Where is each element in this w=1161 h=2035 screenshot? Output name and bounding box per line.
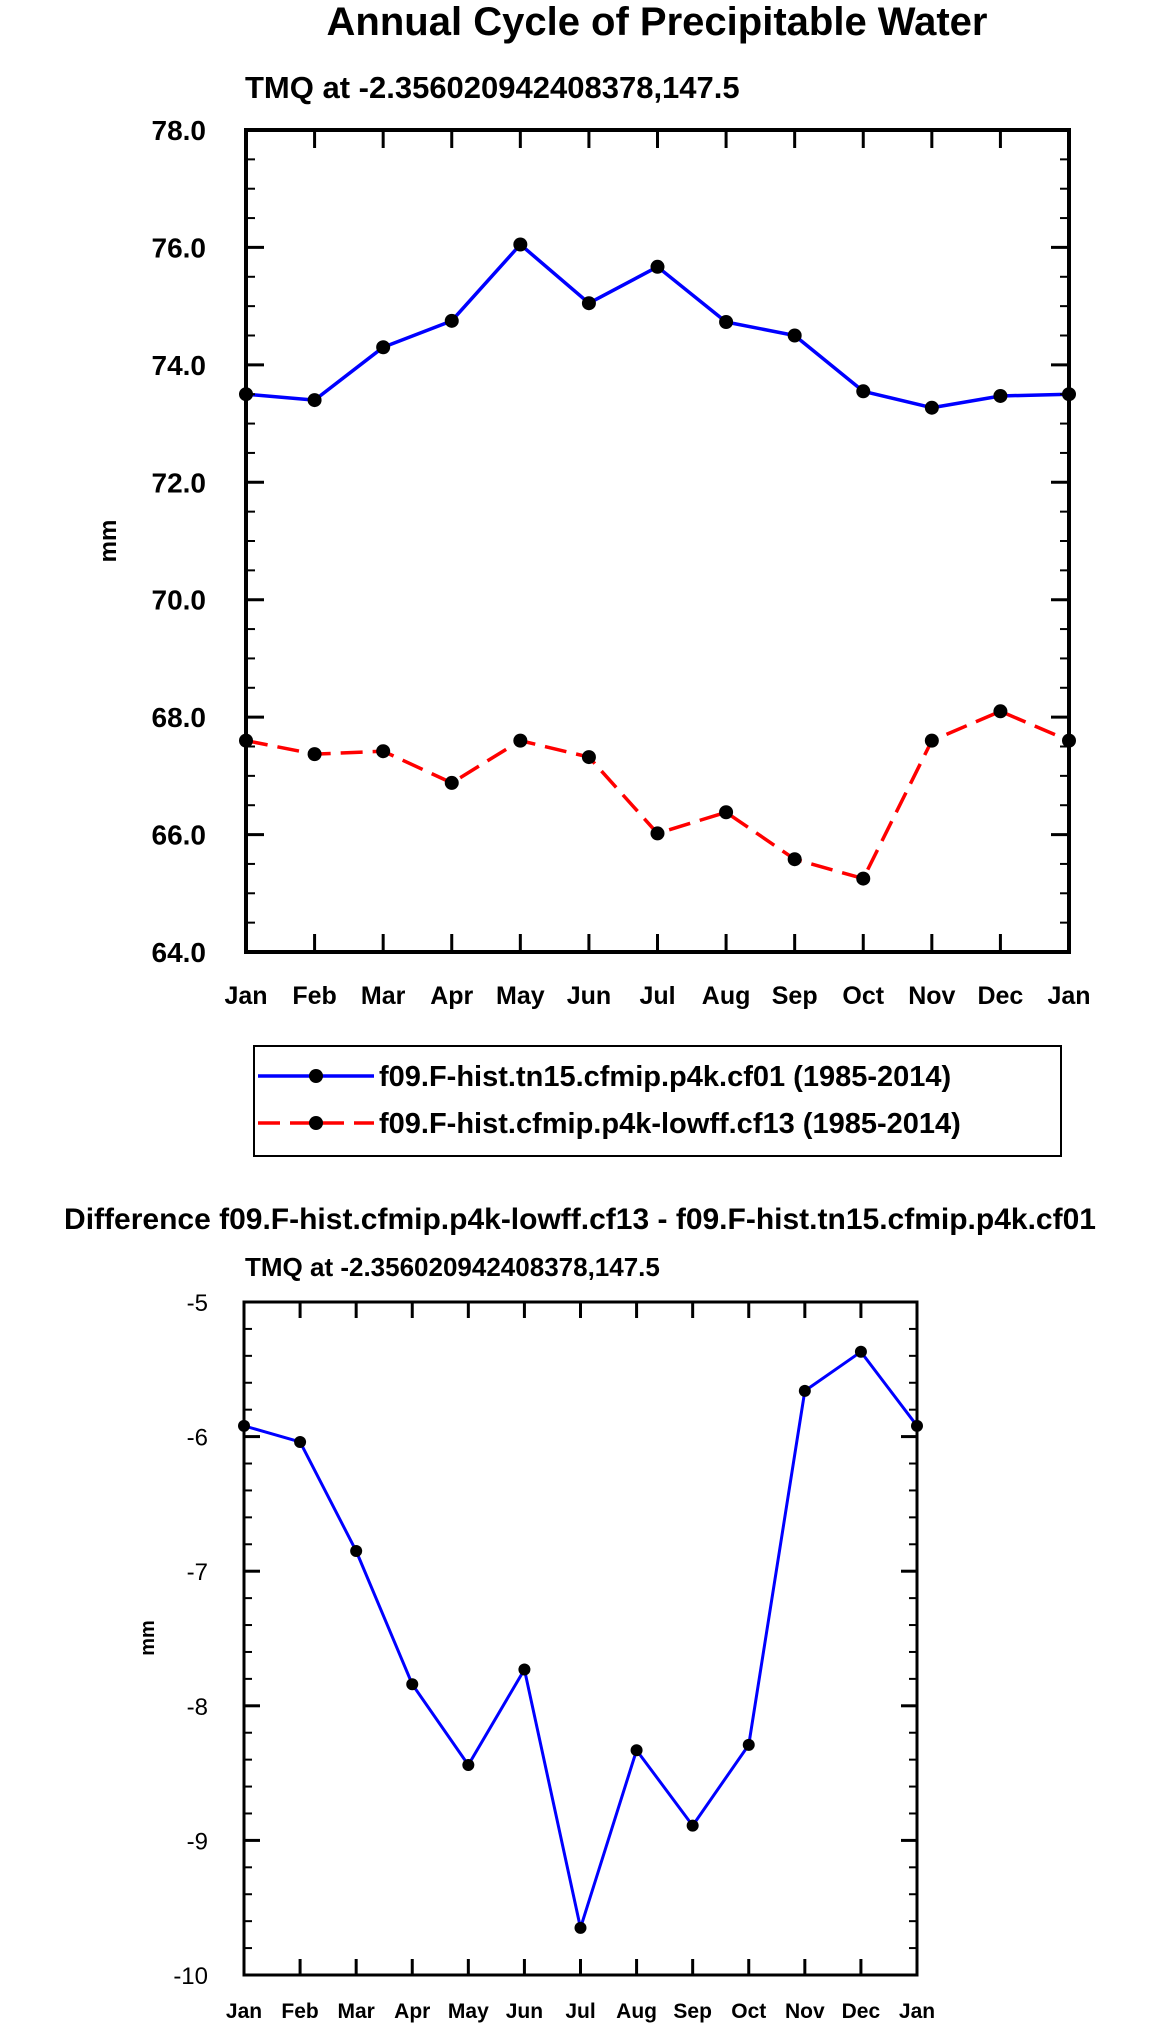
chart2-frame [242,1300,919,1977]
y-tick-label: -8 [187,1694,208,1721]
y-tick-label: 64.0 [152,937,207,968]
series-0-point [686,1819,699,1832]
series-0-point [376,340,391,355]
legend-entry-label: f09.F-hist.tn15.cfmip.p4k.cf01 (1985-201… [379,1061,951,1093]
series-0-point [513,237,528,252]
series-0-point [650,259,665,274]
legend-swatch-marker [309,1116,323,1130]
x-tick-label: Jun [506,2000,543,2023]
x-tick-label: Feb [292,982,336,1010]
chart1-legend: f09.F-hist.tn15.cfmip.p4k.cf01 (1985-201… [253,1045,1062,1157]
x-tick-label: Sep [673,2000,712,2023]
series-1-point [307,747,322,762]
series-1-point [856,871,871,886]
x-tick-label: Apr [430,982,473,1010]
chart2-title: Difference f09.F-hist.cfmip.p4k-lowff.cf… [64,1203,1096,1236]
chart1-y-label: mm [95,520,122,563]
x-tick-label: Jul [639,982,675,1010]
series-1-point [513,733,528,748]
x-tick-label: Sep [772,982,818,1010]
series-0-point [444,313,459,328]
x-tick-label: May [496,982,545,1010]
y-tick-label: -5 [187,1290,208,1317]
series-1-point [444,775,459,790]
series-line-1 [245,709,1070,881]
series-0-point [798,1384,811,1397]
chart1-subtitle: TMQ at -2.356020942408378,147.5 [245,70,740,105]
series-0-point [518,1663,531,1676]
x-tick-label: Nov [908,982,955,1010]
series-0-point [719,314,734,329]
x-tick-label: Dec [977,982,1023,1010]
series-0-point [350,1545,363,1558]
x-tick-label: Jan [899,2000,935,2023]
series-0-point [581,296,596,311]
series-1-point [993,704,1008,719]
y-tick-label: -6 [187,1425,208,1452]
y-tick-label: -7 [187,1559,208,1586]
series-1-point [719,805,734,820]
chart1-title: Annual Cycle of Precipitable Water [327,0,988,44]
chart2-subtitle: TMQ at -2.356020942408378,147.5 [245,1252,660,1282]
y-tick-label: 76.0 [152,232,207,263]
y-tick-label: -9 [187,1828,208,1855]
x-tick-label: Aug [616,2000,657,2023]
legend-box [253,1045,1062,1157]
x-tick-label: Jan [1047,982,1090,1010]
x-tick-label: Jan [224,982,267,1010]
series-0-point [406,1678,419,1691]
series-0-point [307,393,322,408]
series-0-point [462,1759,475,1772]
x-tick-label: Dec [842,2000,881,2023]
x-tick-label: Aug [702,982,751,1010]
series-0-point [856,384,871,399]
x-tick-label: Jul [565,2000,595,2023]
x-tick-label: Apr [394,2000,430,2023]
x-tick-label: Jun [567,982,611,1010]
x-tick-label: Oct [842,982,884,1010]
series-1-point [376,744,391,759]
series-0-point [787,328,802,343]
x-tick-label: Nov [785,2000,825,2023]
y-tick-label: 72.0 [152,467,207,498]
y-tick-label: 68.0 [152,702,207,733]
x-tick-label: Mar [337,2000,374,2023]
series-0-point [924,400,939,415]
series-1-point [581,750,596,765]
legend-swatch-marker [309,1069,323,1083]
y-tick-label: -10 [173,1963,208,1990]
series-1-point [924,733,939,748]
series-0-point [854,1345,867,1358]
legend-entry-label: f09.F-hist.cfmip.p4k-lowff.cf13 (1985-20… [379,1108,961,1140]
series-1-point [650,826,665,841]
series-line-0 [243,1350,919,1930]
y-tick-label: 78.0 [152,115,207,146]
series-1-point [787,852,802,867]
x-tick-label: Oct [731,2000,766,2023]
x-tick-label: May [448,2000,489,2023]
series-0-point [993,388,1008,403]
difference-chart: Difference f09.F-hist.cfmip.p4k-lowff.cf… [64,1203,1096,2023]
y-tick-label: 74.0 [152,350,207,381]
annual-cycle-chart: Annual Cycle of Precipitable Water TMQ a… [95,0,1091,1010]
series-0-point [574,1921,587,1934]
chart2-y-label: mm [137,1620,159,1656]
series-0-point [742,1738,755,1751]
series-0-point [294,1435,307,1448]
y-tick-label: 66.0 [152,820,207,851]
y-tick-label: 70.0 [152,585,207,616]
series-0-point [630,1744,643,1757]
x-tick-label: Jan [226,2000,262,2023]
x-tick-label: Feb [281,2000,318,2023]
x-tick-label: Mar [361,982,406,1010]
